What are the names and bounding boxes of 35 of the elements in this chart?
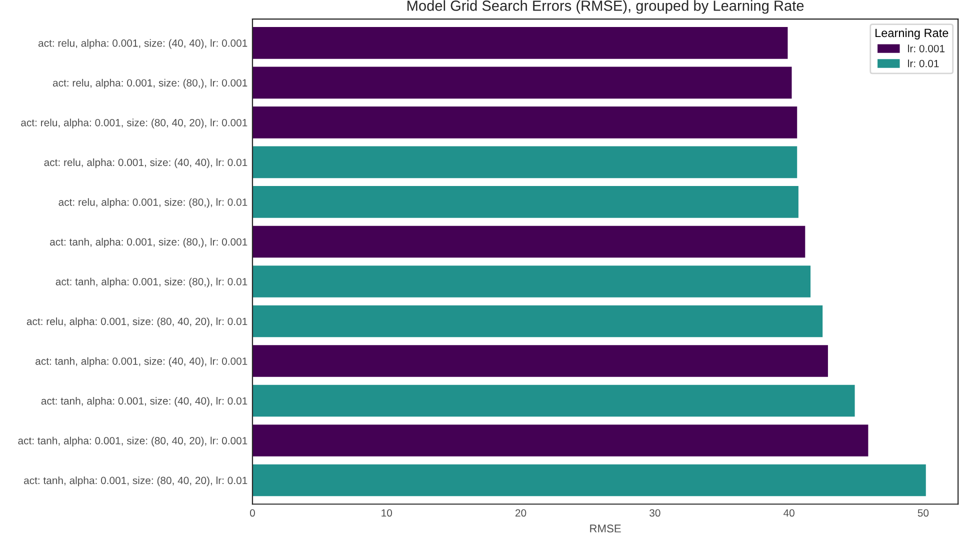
bar [252, 384, 855, 417]
x-tick-label: 40 [784, 509, 794, 517]
chart-title: Model Grid Search Errors (RMSE), grouped by Learning Rate [408, 0, 804, 14]
x-axis-title: RMSE [590, 524, 621, 532]
y-tick-label: act: relu, alpha: 0.001, size: (80,), lr: 0.001 [52, 78, 248, 89]
bar [252, 66, 792, 99]
bar [252, 226, 806, 258]
bar [252, 186, 798, 218]
y-tick-label: act: tanh, alpha: 0.001, size: (80, 40, 20), lr: 0.01 [24, 476, 248, 486]
legend-label: lr: 0.01 [908, 60, 939, 68]
bar [252, 146, 798, 178]
y-tick-label: act: tanh, alpha: 0.001, size: (40, 40), lr: 0.01 [41, 396, 248, 407]
y-tick-label: act: relu, alpha: 0.001, size: (40, 40), lr: 0.01 [44, 158, 248, 168]
y-tick-label: act: tanh, alpha: 0.001, size: (40, 40), lr: 0.001 [36, 357, 248, 367]
bar [252, 27, 788, 59]
bar [252, 424, 868, 456]
legend-title: Learning Rate [876, 28, 948, 40]
y-tick-label: act: tanh, alpha: 0.001, size: (80,), lr: 0.001 [50, 238, 248, 248]
legend-label: lr: 0.001 [908, 44, 945, 52]
bar [252, 345, 828, 377]
y-tick-label: act: relu, alpha: 0.001, size: (80, 40, 20), lr: 0.001 [21, 118, 248, 128]
x-tick-label: 0 [250, 509, 255, 517]
bar [252, 305, 823, 338]
x-tick-label: 10 [382, 509, 392, 517]
y-tick-label: act: tanh, alpha: 0.001, size: (80, 40, 20), lr: 0.001 [18, 436, 248, 446]
y-tick-label: act: tanh, alpha: 0.001, size: (80,), lr: 0.01 [56, 278, 248, 288]
y-tick-label: act: relu, alpha: 0.001, size: (80, 40, 20), lr: 0.01 [26, 317, 248, 328]
x-tick-label: 30 [650, 509, 660, 517]
y-tick-label: act: relu, alpha: 0.001, size: (80,), lr: 0.01 [58, 198, 248, 208]
x-tick-label: 20 [516, 509, 526, 517]
x-tick-label: 50 [918, 509, 929, 517]
bar [252, 106, 798, 138]
bar [252, 266, 811, 298]
bar [252, 464, 926, 496]
y-tick-label: act: relu, alpha: 0.001, size: (40, 40), lr: 0.001 [38, 39, 248, 49]
